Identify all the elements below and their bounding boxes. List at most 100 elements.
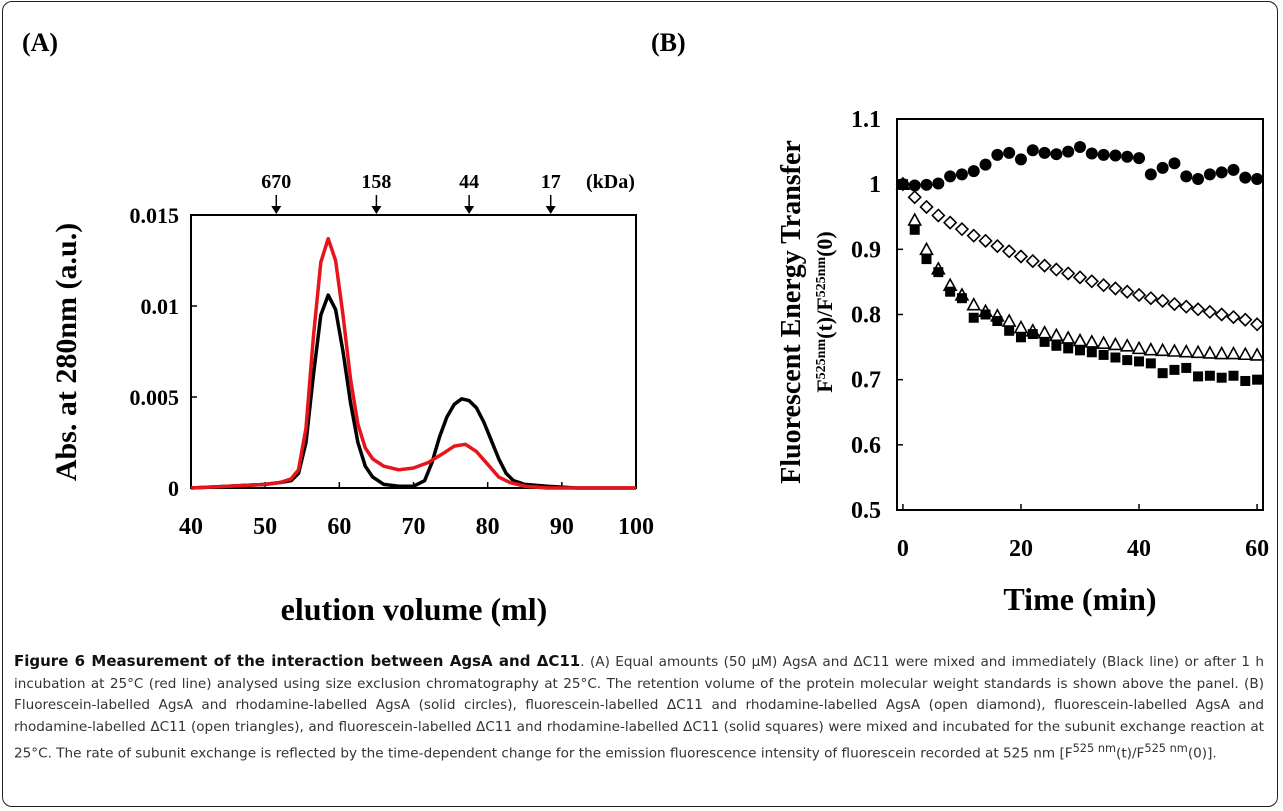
data-point-square	[1145, 358, 1156, 369]
data-point-diamond	[1002, 244, 1017, 259]
data-point-square	[980, 309, 991, 320]
chart-a: 40 50 60 70 80 90 100 0 0.005 0.01 0.015 670 158 44 17…	[50, 171, 654, 627]
data-point-circle	[1180, 170, 1193, 183]
data-point-triangle	[907, 212, 923, 226]
data-point-diamond	[1167, 296, 1182, 312]
data-point-square	[1181, 362, 1192, 373]
caption-body: . (A) Equal amounts (50 μM) AgsA and ΔC1…	[14, 654, 1265, 762]
data-point-diamond	[1037, 258, 1052, 273]
mw-marker-arrow	[545, 206, 556, 214]
caption-sup-1: 525 nm	[1072, 741, 1117, 755]
data-point-triangle	[1178, 343, 1194, 358]
mw-marker-arrow	[464, 206, 475, 214]
data-point-triangle	[1119, 338, 1135, 352]
data-point-circle	[1239, 171, 1252, 184]
data-point-diamond	[1013, 249, 1029, 264]
data-point-diamond	[966, 228, 981, 243]
data-point-square	[933, 267, 944, 278]
data-point-diamond	[1214, 307, 1229, 322]
mw-marker-label: 17	[541, 171, 561, 193]
data-point-diamond	[1190, 302, 1206, 317]
mw-marker-label: 44	[459, 171, 479, 193]
y-tick-label-b: 0.6	[851, 433, 881, 459]
data-point-triangle	[1155, 342, 1170, 357]
data-point-diamond	[990, 238, 1005, 254]
data-point-square	[1051, 340, 1062, 351]
mw-marker-unit: (kDa)	[586, 171, 635, 193]
data-point-diamond	[1084, 274, 1099, 289]
y-tick-label-b: 1.1	[851, 107, 881, 133]
data-point-diamond	[1120, 284, 1135, 299]
data-point-triangle	[1167, 343, 1182, 357]
mw-marker-arrow	[371, 206, 382, 214]
data-point-square	[1122, 355, 1133, 366]
y-tick-label-a: 0.01	[141, 294, 180, 319]
data-point-circle	[1074, 141, 1086, 154]
data-point-circle	[1014, 153, 1027, 166]
data-point-triangle	[1143, 342, 1159, 356]
data-point-circle	[1168, 157, 1181, 170]
data-point-triangle	[1131, 340, 1147, 355]
data-point-triangle	[1108, 336, 1123, 351]
data-point-circle	[1144, 168, 1157, 181]
x-tick-label-b: 20	[1009, 536, 1033, 562]
data-point-square	[1086, 347, 1097, 358]
data-point-circle	[1109, 149, 1122, 162]
data-point-circle	[1251, 172, 1264, 185]
y-tick-label-a: 0.005	[130, 385, 180, 410]
data-point-circle	[1085, 147, 1098, 160]
data-point-circle	[991, 148, 1004, 161]
data-point-triangle	[1190, 344, 1206, 359]
data-point-square	[1169, 364, 1180, 375]
data-point-circle	[1227, 163, 1240, 176]
data-point-square	[1240, 375, 1251, 386]
y-tick-label-b: 0.8	[851, 303, 881, 329]
data-point-triangle	[1001, 313, 1017, 327]
data-point-circle	[1203, 168, 1216, 181]
data-point-triangle	[1226, 345, 1241, 360]
x-tick-label-a: 80	[476, 514, 500, 540]
data-point-square	[1027, 329, 1038, 340]
data-point-diamond	[1131, 287, 1147, 303]
caption-sup-2: 525 nm	[1144, 741, 1188, 755]
y-tick-label-b: 0.5	[851, 498, 881, 524]
data-point-triangle	[1084, 334, 1100, 348]
x-tick-label-a: 100	[618, 514, 654, 540]
data-point-square	[992, 316, 1003, 327]
data-point-square	[945, 286, 956, 297]
data-point-diamond	[954, 222, 970, 237]
data-point-diamond	[1025, 253, 1040, 269]
data-point-triangle	[1202, 345, 1218, 359]
data-point-square	[1004, 325, 1015, 336]
caption-mid: (t)/F	[1116, 745, 1145, 762]
data-point-circle	[979, 158, 992, 171]
data-point-circle	[967, 165, 980, 178]
x-axis-label-b: Time (min)	[1003, 581, 1156, 617]
data-point-diamond	[1249, 317, 1265, 332]
data-point-diamond	[978, 233, 993, 248]
data-point-square	[1193, 371, 1204, 382]
y-tick-label-a: 0	[168, 476, 179, 501]
data-point-square	[968, 312, 979, 323]
panel-a-label: (A)	[22, 28, 59, 57]
data-point-triangle	[1249, 347, 1265, 361]
series-line-a-0	[190, 293, 636, 490]
mw-marker-label: 670	[261, 171, 291, 193]
data-point-circle	[1097, 148, 1110, 161]
data-point-square	[1075, 345, 1085, 356]
data-point-diamond	[1155, 293, 1170, 308]
data-point-circle	[1121, 150, 1134, 163]
series-line-a-1	[190, 236, 636, 490]
caption-lead: Figure 6 Measurement of the interaction …	[14, 652, 581, 670]
data-point-square	[1228, 370, 1239, 381]
data-point-circle	[1026, 144, 1039, 157]
y-axis-label-b2: F525nm(t)/F525nm(0)	[812, 231, 837, 393]
x-tick-label-a: 70	[402, 514, 426, 540]
data-point-square	[956, 293, 967, 304]
data-point-circle	[1050, 148, 1063, 161]
x-tick-label-b: 40	[1127, 536, 1151, 562]
mw-marker-label: 158	[361, 171, 391, 193]
data-point-diamond	[942, 215, 958, 230]
data-point-circle	[1003, 146, 1016, 159]
data-point-diamond	[1179, 299, 1194, 314]
